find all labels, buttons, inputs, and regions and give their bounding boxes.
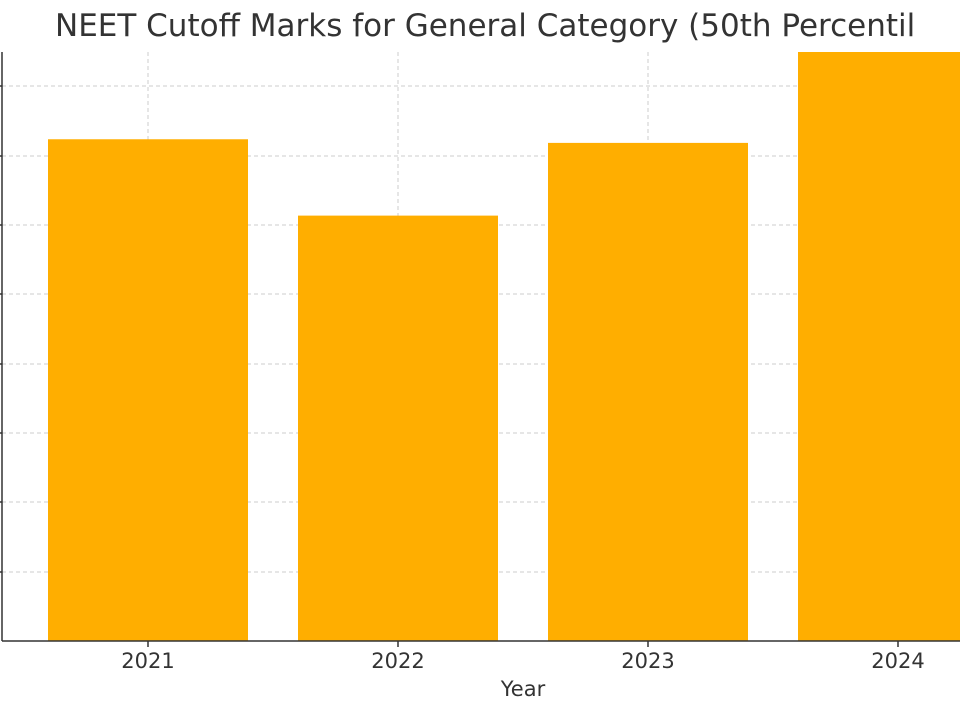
x-tick-label: 2023 bbox=[621, 649, 674, 673]
bar-2023 bbox=[548, 142, 748, 641]
x-tick-label: 2021 bbox=[121, 649, 174, 673]
bar-2021 bbox=[48, 139, 248, 641]
bar-2024 bbox=[798, 52, 960, 641]
bar-2022 bbox=[298, 215, 498, 641]
x-tick-label: 2024 bbox=[871, 649, 924, 673]
chart-title: NEET Cutoff Marks for General Category (… bbox=[55, 8, 916, 44]
x-axis-label: Year bbox=[500, 677, 546, 701]
x-tick-label: 2022 bbox=[371, 649, 424, 673]
